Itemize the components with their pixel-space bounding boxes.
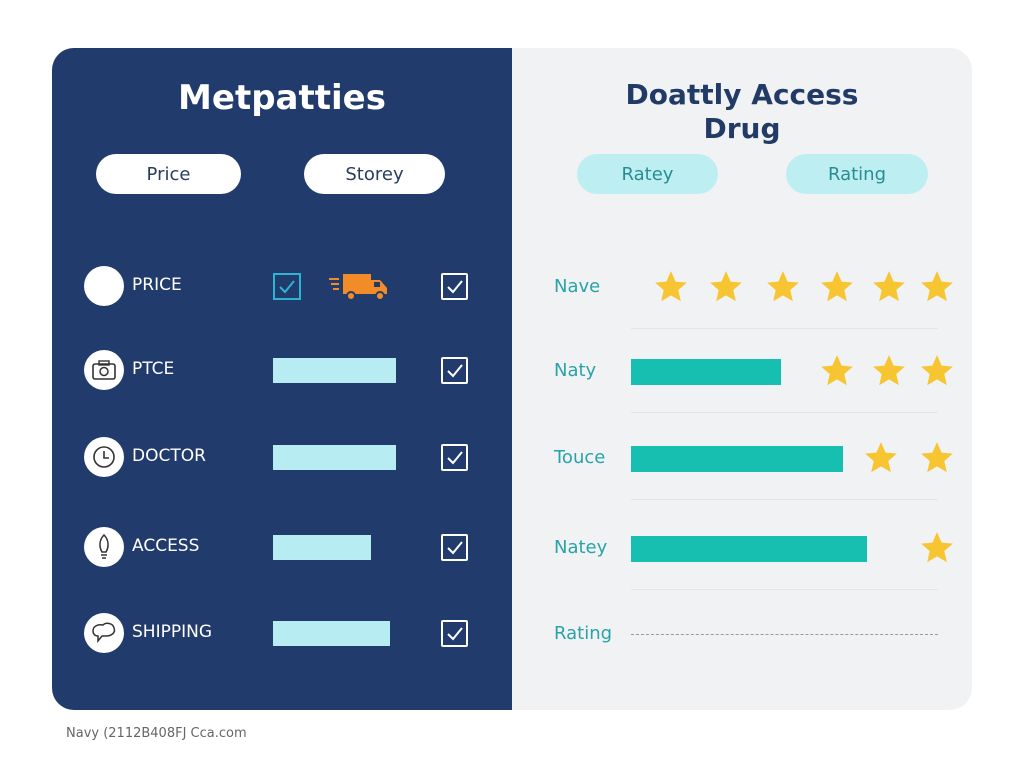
ratey-button[interactable]: Ratey (577, 154, 718, 194)
rating-bar (631, 536, 867, 562)
star-icon (818, 352, 856, 390)
star-icon (818, 268, 856, 306)
left-row-label: ACCESS (132, 536, 200, 556)
row-divider (631, 589, 938, 590)
left-row-bar (273, 445, 396, 470)
star-icon (764, 268, 802, 306)
row-divider (631, 412, 938, 413)
star-icon (918, 529, 956, 567)
price-button[interactable]: Price (96, 154, 241, 194)
right-row-label: Rating (554, 623, 613, 644)
left-row-label: PRICE (132, 275, 182, 295)
star-icon (918, 352, 956, 390)
right-row-label: Naty (554, 360, 597, 381)
row-divider (631, 328, 938, 329)
row-checkbox[interactable] (441, 357, 468, 384)
right-row-label: Touce (554, 447, 606, 468)
left-row-label: PTCE (132, 359, 175, 379)
row-checkbox[interactable] (441, 273, 468, 300)
star-icon (870, 352, 908, 390)
star-icon (862, 439, 900, 477)
camera-icon (84, 350, 124, 390)
footer-text: Navy (2112B408FJ Cca.com (66, 726, 247, 741)
right-title: Doattly Access Drug (512, 78, 972, 146)
row-checkbox[interactable] (441, 444, 468, 471)
truck-icon (327, 271, 393, 307)
circle-icon (84, 266, 124, 306)
left-row-label: DOCTOR (132, 446, 206, 466)
left-row-label: SHIPPING (132, 622, 212, 642)
rating-bar (631, 446, 843, 472)
left-title: Metpatties (178, 78, 386, 118)
comparison-card: Metpatties Doattly Access Drug Price Stor… (52, 48, 972, 710)
row-divider (631, 499, 938, 500)
dashed-line (631, 634, 938, 635)
star-icon (652, 268, 690, 306)
lightbulb-icon (84, 527, 124, 567)
checkbox-teal[interactable] (273, 273, 301, 300)
rating-button[interactable]: Rating (786, 154, 928, 194)
rating-bar (631, 359, 781, 385)
star-icon (918, 268, 956, 306)
left-row-bar (273, 621, 390, 646)
row-checkbox[interactable] (441, 534, 468, 561)
row-checkbox[interactable] (441, 620, 468, 647)
star-icon (918, 439, 956, 477)
title-line-2: Drug (703, 112, 781, 145)
chat-bubble-icon (84, 613, 124, 653)
left-row-bar (273, 358, 396, 383)
star-icon (870, 268, 908, 306)
storey-button[interactable]: Storey (304, 154, 445, 194)
right-row-label: Nave (554, 276, 601, 297)
title-line-1: Doattly Access (625, 78, 859, 111)
left-row-bar (273, 535, 371, 560)
right-row-label: Natey (554, 537, 608, 558)
clock-icon (84, 437, 124, 477)
star-icon (707, 268, 745, 306)
